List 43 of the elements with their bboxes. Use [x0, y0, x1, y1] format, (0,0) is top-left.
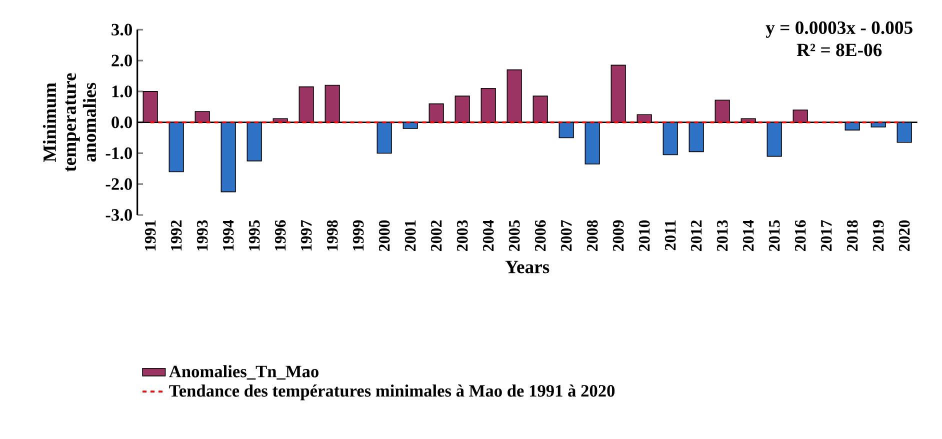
x-tick-label: 1994: [222, 220, 234, 250]
x-tick-label: 1997: [300, 220, 312, 250]
y-tick-label: -2.0: [106, 178, 132, 190]
x-tick-label: 2010: [638, 220, 650, 252]
x-tick-label: 2014: [742, 220, 754, 252]
legend-label: Anomalies_Tn_Mao: [169, 365, 318, 380]
x-tick-label: 2006: [534, 220, 546, 252]
y-tick-label: -3.0: [106, 209, 132, 221]
x-tick-label: 1996: [274, 220, 286, 250]
y-tick-label: 1.0: [112, 86, 132, 98]
x-tick-label: 2012: [690, 220, 702, 252]
x-tick-label: 2008: [586, 220, 598, 252]
x-tick-label: 2011: [664, 220, 676, 250]
x-axis-title: Years: [505, 260, 550, 274]
x-tick-label: 2001: [404, 220, 416, 252]
legend-label: Tendance des températures minimales à Mao de 1991 à 2020: [169, 384, 615, 400]
x-tick-label: 2009: [612, 220, 624, 252]
x-tick-label: 1998: [326, 220, 338, 250]
x-tick-label: 2019: [872, 220, 884, 252]
x-tick-label: 2000: [378, 220, 390, 252]
x-tick-label: 2020: [898, 220, 910, 252]
y-axis-title: Minimum temperature anomalies: [42, 73, 96, 172]
y-tick-label: 0.0: [112, 116, 132, 128]
x-tick-label: 2015: [768, 220, 780, 252]
x-tick-label: 2016: [794, 220, 806, 252]
annotation: y = 0.0003x - 0.005: [766, 21, 912, 38]
x-tick-label: 2005: [508, 220, 520, 252]
x-tick-label: 1999: [352, 220, 364, 250]
x-tick-label: 2004: [482, 220, 494, 252]
x-tick-label: 1995: [248, 220, 260, 250]
x-tick-label: 2002: [430, 220, 442, 252]
x-tick-label: 2003: [456, 220, 468, 252]
x-tick-label: 2018: [846, 220, 858, 252]
y-tick-label: -1.0: [106, 147, 132, 160]
x-tick-label: 2017: [820, 220, 832, 252]
x-tick-label: 2007: [560, 220, 572, 252]
y-tick-label: 2.0: [112, 54, 132, 66]
x-tick-label: 1992: [170, 220, 182, 250]
annotation: R² = 8E-06: [796, 44, 882, 56]
y-tick-label: 3.0: [112, 24, 132, 36]
x-tick-label: 2013: [716, 220, 728, 252]
x-tick-label: 1991: [144, 220, 156, 250]
x-tick-label: 1993: [196, 220, 208, 250]
